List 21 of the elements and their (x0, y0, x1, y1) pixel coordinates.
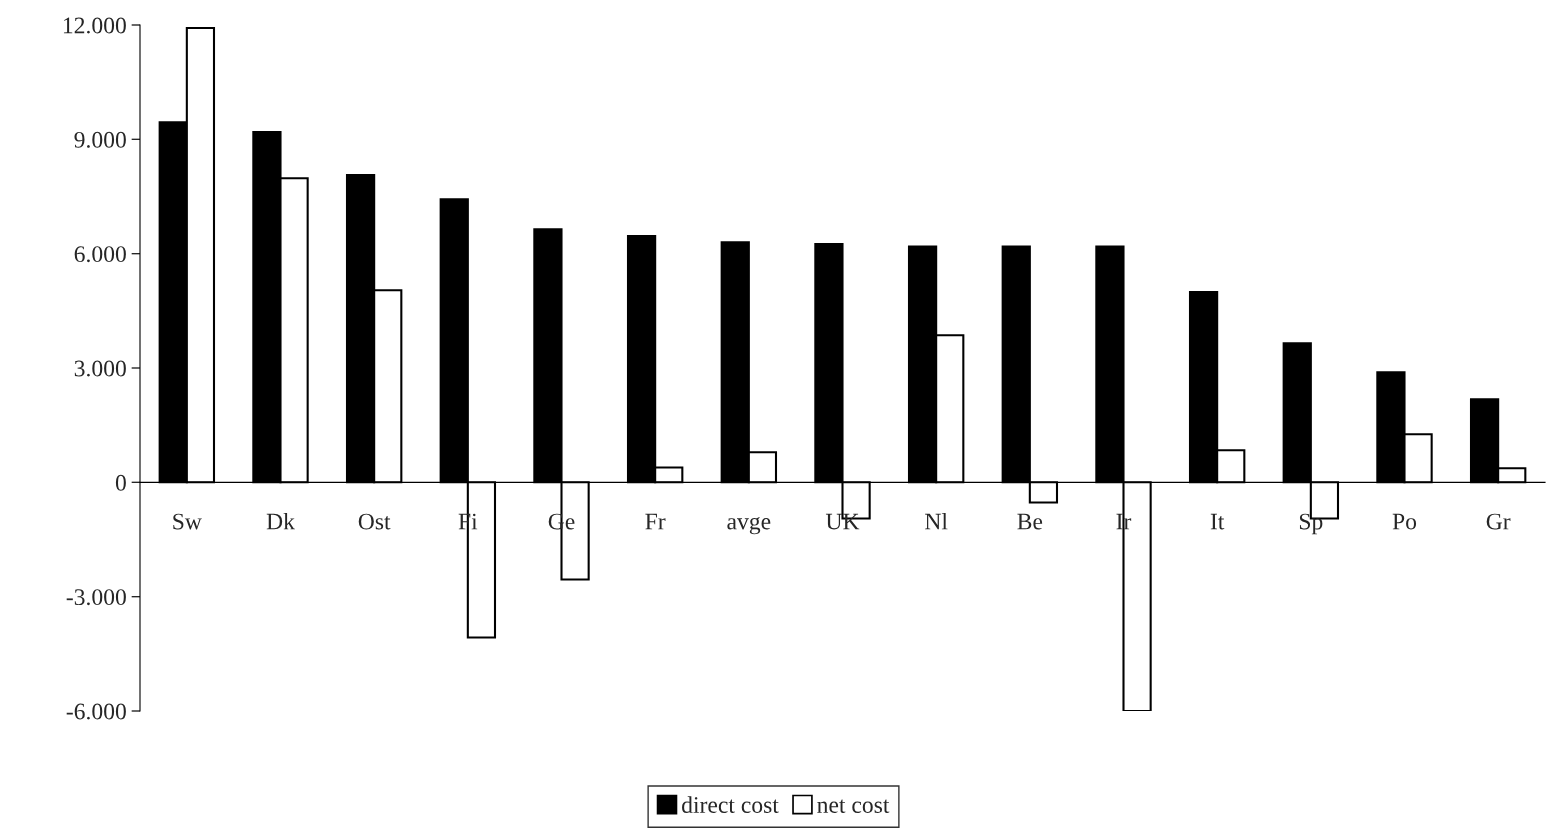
legend-label: direct cost (682, 796, 779, 813)
y-tick-label: 9.000 (74, 131, 126, 148)
y-tick-label: 3.000 (74, 360, 126, 377)
x-tick-label: UK (825, 513, 860, 530)
x-tick-label: Po (1392, 513, 1417, 530)
x-tick-label: Dk (266, 512, 295, 530)
y-tick-label: -6.000 (66, 703, 126, 720)
legend-label: net cost (817, 799, 890, 813)
x-tick-label: Gr (1486, 513, 1511, 530)
x-tick-label: Be (1017, 513, 1043, 530)
x-tick-label: Ost (358, 513, 391, 530)
x-tick-label: Fr (645, 513, 666, 530)
y-tick-label: -3.000 (66, 589, 126, 606)
x-tick-label: Sp (1299, 513, 1323, 535)
y-tick-label: 12.000 (63, 17, 126, 34)
x-tick-label: avge (727, 517, 771, 535)
x-tick-label: Nl (925, 512, 948, 530)
y-tick-label: 6.000 (74, 246, 126, 263)
x-tick-label: Sw (173, 513, 202, 530)
y-tick-label: 0 (115, 474, 126, 491)
x-tick-label: It (1210, 513, 1225, 530)
